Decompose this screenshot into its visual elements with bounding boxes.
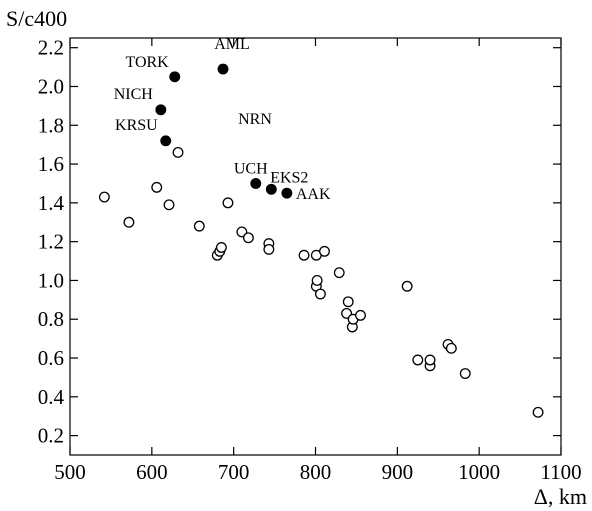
data-point: [263, 243, 275, 255]
station-label: EKS2: [270, 169, 308, 186]
y-tick-label: 1.2: [38, 230, 64, 254]
y-tick-label: 1.0: [38, 268, 64, 292]
data-point: [215, 242, 227, 253]
data-point: [459, 368, 471, 379]
data-point: [342, 296, 354, 308]
y-tick-label: 2.0: [38, 74, 64, 98]
data-point: [314, 288, 326, 300]
station-point: [160, 135, 172, 147]
station-label: TORK: [125, 54, 169, 71]
y-tick-label: 0.2: [38, 424, 64, 448]
y-axis-title: S/c400: [6, 6, 67, 31]
data-point: [333, 267, 345, 279]
data-point: [123, 216, 135, 228]
station-label: AML: [214, 36, 250, 53]
data-point: [98, 191, 110, 203]
data-point: [163, 199, 175, 211]
data-point: [242, 232, 254, 244]
x-tick-label: 500: [54, 460, 86, 484]
station-label: AAK: [296, 186, 331, 203]
x-tick-label: 900: [382, 460, 414, 484]
y-tick-label: 0.4: [38, 385, 65, 409]
y-tick-label: 0.8: [38, 307, 64, 331]
data-point: [193, 220, 205, 232]
y-tick-label: 1.8: [38, 113, 64, 137]
station-label: NICH: [114, 86, 154, 103]
station-point: [281, 187, 293, 199]
x-tick-label: 700: [218, 460, 250, 484]
data-point: [412, 354, 424, 366]
x-axis-ticks: 500 600 700 800 900 1000 1100: [54, 38, 582, 484]
x-tick-label: 600: [136, 460, 168, 484]
y-tick-label: 2.2: [38, 36, 64, 60]
data-point: [298, 249, 310, 261]
station-point: [250, 178, 262, 189]
x-tick-label: 800: [300, 460, 332, 484]
data-point: [222, 197, 234, 209]
station-label: UCH: [234, 160, 268, 177]
x-tick-label: 1100: [540, 460, 581, 484]
data-point: [445, 342, 457, 354]
station-label: NRN: [238, 111, 272, 128]
data-point: [151, 181, 163, 193]
x-axis-title: Δ, km: [534, 484, 587, 509]
data-point: [424, 354, 436, 366]
data-point: [311, 274, 323, 286]
data-point: [355, 309, 366, 321]
station-point: [217, 63, 229, 75]
data-point: [401, 280, 413, 292]
data-point: [319, 245, 330, 257]
data-point: [172, 146, 184, 158]
y-axis-ticks: 0.2 0.4 0.6 0.8 1.0 1.2 1.4 1.6 1.8 2.0 2.2: [38, 36, 561, 448]
y-tick-label: 1.6: [38, 152, 64, 176]
data-point: [532, 406, 544, 418]
station-label: KRSU: [115, 117, 158, 134]
y-tick-label: 0.6: [38, 346, 64, 370]
y-tick-label: 1.4: [38, 191, 65, 215]
station-point: [155, 104, 167, 116]
station-point: [265, 183, 277, 195]
station-point: [169, 71, 181, 83]
data-points: [98, 63, 544, 418]
x-tick-label: 1000: [458, 460, 500, 484]
